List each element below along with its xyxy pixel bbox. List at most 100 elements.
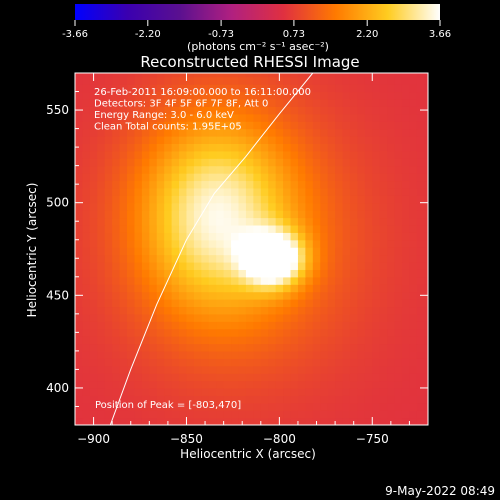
heatmap-cell xyxy=(394,180,403,189)
heatmap-cell xyxy=(394,113,403,122)
heatmap-cell xyxy=(283,365,292,374)
heatmap-cell xyxy=(320,395,329,404)
heatmap-cell xyxy=(193,106,202,115)
heatmap-cell xyxy=(349,187,358,196)
heatmap-cell xyxy=(201,210,210,219)
heatmap-cell xyxy=(119,224,128,233)
heatmap-cell xyxy=(208,135,217,144)
heatmap-cell xyxy=(112,76,121,85)
heatmap-cell xyxy=(357,143,366,152)
heatmap-cell xyxy=(268,84,277,93)
heatmap-cell xyxy=(424,113,428,122)
heatmap-cell xyxy=(283,76,292,85)
heatmap-cell xyxy=(364,91,373,100)
heatmap-cell xyxy=(364,232,373,241)
heatmap-cell xyxy=(253,313,262,322)
heatmap-cell xyxy=(372,150,381,159)
heatmap-cell xyxy=(275,143,284,152)
heatmap-cell xyxy=(223,210,232,219)
heatmap-cell xyxy=(401,224,411,233)
heatmap-cell xyxy=(357,306,366,315)
heatmap-cell xyxy=(164,269,173,278)
heatmap-cell xyxy=(201,224,210,233)
heatmap-cell xyxy=(312,91,321,100)
heatmap-cell xyxy=(223,402,232,411)
heatmap-cell xyxy=(223,387,232,396)
heatmap-cell xyxy=(327,299,336,308)
heatmap-cell xyxy=(127,299,136,308)
heatmap-cell xyxy=(327,84,336,93)
heatmap-cell xyxy=(275,173,284,182)
heatmap-cell xyxy=(290,313,299,322)
heatmap-cell xyxy=(119,365,128,374)
heatmap-cell xyxy=(171,224,180,233)
heatmap-cell xyxy=(134,76,143,85)
heatmap-cell xyxy=(320,410,329,419)
heatmap-cell xyxy=(312,158,321,167)
heatmap-cell xyxy=(379,261,388,270)
heatmap-cell xyxy=(112,284,121,293)
heatmap-cell xyxy=(401,299,411,308)
heatmap-cell xyxy=(268,210,277,219)
heatmap-cell xyxy=(416,232,425,241)
heatmap-cell xyxy=(372,165,381,174)
heatmap-cell xyxy=(275,350,284,359)
heatmap-cell xyxy=(171,387,180,396)
heatmap-cell xyxy=(379,217,388,226)
heatmap-cell xyxy=(164,306,173,315)
heatmap-cell xyxy=(401,269,411,278)
heatmap-cell xyxy=(290,73,299,78)
heatmap-cell xyxy=(186,135,195,144)
heatmap-cell xyxy=(112,313,121,322)
heatmap-cell xyxy=(364,121,373,130)
heatmap-cell xyxy=(372,350,381,359)
heatmap-cell xyxy=(186,387,195,396)
heatmap-cell xyxy=(320,321,329,330)
heatmap-cell xyxy=(394,91,403,100)
heatmap-cell xyxy=(372,195,381,204)
heatmap-cell xyxy=(320,180,329,189)
heatmap-cell xyxy=(208,195,217,204)
heatmap-cell xyxy=(416,261,425,270)
heatmap-cell xyxy=(275,387,284,396)
heatmap-cell xyxy=(297,358,306,367)
heatmap-cell xyxy=(89,313,98,322)
heatmap-cell xyxy=(275,247,284,256)
heatmap-cell xyxy=(416,143,425,152)
heatmap-cell xyxy=(231,291,240,300)
heatmap-cell xyxy=(119,73,128,78)
heatmap-cell xyxy=(320,98,329,107)
heatmap-cell xyxy=(223,410,232,419)
heatmap-cell xyxy=(127,84,136,93)
heatmap-cell xyxy=(283,143,292,152)
heatmap-cell xyxy=(253,187,262,196)
heatmap-cell xyxy=(290,358,299,367)
heatmap-cell xyxy=(186,269,195,278)
heatmap-cell xyxy=(409,106,418,115)
heatmap-cell xyxy=(208,313,217,322)
heatmap-cell xyxy=(305,299,314,308)
heatmap-cell xyxy=(231,328,240,337)
heatmap-cell xyxy=(156,128,165,137)
heatmap-cell xyxy=(75,299,84,308)
heatmap-cell xyxy=(349,395,358,404)
heatmap-cell xyxy=(297,254,306,263)
heatmap-cell xyxy=(238,395,247,404)
heatmap-cell xyxy=(97,269,106,278)
heatmap-cell xyxy=(112,358,121,367)
heatmap-cell xyxy=(75,195,84,204)
heatmap-cell xyxy=(104,73,113,78)
heatmap-cell xyxy=(179,180,188,189)
heatmap-cell xyxy=(82,158,91,167)
heatmap-cell xyxy=(97,276,106,285)
heatmap-cell xyxy=(201,336,210,345)
heatmap-cell xyxy=(424,365,428,374)
heatmap-cell xyxy=(245,306,254,315)
heatmap-cell xyxy=(335,380,344,389)
heatmap-cell xyxy=(238,284,247,293)
heatmap-cell xyxy=(283,150,292,159)
heatmap-cell xyxy=(112,328,121,337)
heatmap-cell xyxy=(104,380,113,389)
heatmap-cell xyxy=(104,158,113,167)
heatmap-cell xyxy=(401,291,411,300)
